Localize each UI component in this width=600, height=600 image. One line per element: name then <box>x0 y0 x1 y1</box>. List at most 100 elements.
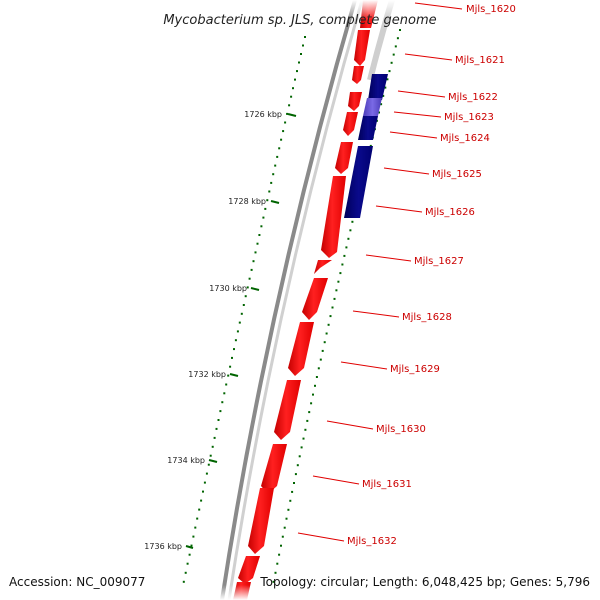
gene-feature[interactable] <box>344 146 373 218</box>
gene-label[interactable]: Mjls_1631 <box>362 479 412 490</box>
tick-dot <box>300 446 303 449</box>
tick-dot <box>349 229 352 232</box>
tick-dot <box>240 312 243 315</box>
tick-dot <box>284 121 287 124</box>
gene-feature[interactable] <box>274 380 301 440</box>
tick-dot <box>184 571 187 574</box>
gene-callout-line <box>326 420 374 430</box>
tick-dot <box>276 155 279 158</box>
gene-feature[interactable] <box>358 116 378 140</box>
kbp-label: 1726 kbp <box>244 110 282 119</box>
gene-label[interactable]: Mjls_1627 <box>414 256 464 267</box>
gene-feature[interactable] <box>248 488 274 554</box>
tick-dot <box>293 482 295 484</box>
tick-dot <box>272 580 275 583</box>
tick-dot <box>286 112 289 115</box>
forward-strand-genes <box>233 0 378 600</box>
gene-label[interactable]: Mjls_1621 <box>455 55 505 66</box>
tick-dot <box>227 374 230 377</box>
gene-feature[interactable] <box>321 176 346 258</box>
tick-dot <box>329 315 332 318</box>
kbp-label: 1734 kbp <box>167 456 205 465</box>
gene-feature[interactable] <box>368 74 388 100</box>
gene-callout-line <box>393 111 442 118</box>
inner-tick-dots <box>272 29 401 583</box>
tick-dot <box>281 535 284 538</box>
tick-dot <box>182 580 185 583</box>
tick-dot <box>198 508 201 511</box>
tick-dot <box>285 517 288 520</box>
tick-dot <box>317 367 320 370</box>
gene-labels: Mjls_1620 Mjls_1621 Mjls_1622 Mjls_1623 Mjls… <box>347 4 516 547</box>
gene-feature[interactable] <box>261 444 287 494</box>
gene-feature[interactable] <box>335 142 353 174</box>
tick-dot <box>339 272 342 275</box>
gene-feature[interactable] <box>354 30 370 66</box>
gene-label[interactable]: Mjls_1620 <box>466 4 516 15</box>
tick-dot <box>250 268 253 271</box>
tick-dot <box>292 87 294 90</box>
gene-callout-line <box>414 2 463 10</box>
gene-feature[interactable] <box>348 92 362 111</box>
tick-dot <box>236 330 239 333</box>
tick-dot <box>396 37 399 40</box>
tick-dot <box>274 571 277 574</box>
gene-callout-line <box>297 532 345 542</box>
gene-label[interactable]: Mjls_1628 <box>402 312 452 323</box>
tick-dot <box>302 437 305 440</box>
gene-feature[interactable] <box>352 66 364 84</box>
kbp-major-tick <box>208 459 218 463</box>
tick-dot <box>296 464 299 467</box>
gene-callout-line <box>312 475 360 485</box>
tick-dot <box>217 419 220 421</box>
tick-dot <box>294 473 297 476</box>
tick-dot <box>246 286 249 289</box>
tick-dot <box>341 263 344 266</box>
tick-dot <box>192 535 195 538</box>
gene-label[interactable]: Mjls_1625 <box>432 169 482 180</box>
gene-label[interactable]: Mjls_1624 <box>440 133 490 144</box>
gene-label[interactable]: Mjls_1630 <box>376 424 426 435</box>
tick-dot <box>384 86 387 89</box>
tick-dot <box>289 499 292 502</box>
gene-feature[interactable] <box>314 260 332 274</box>
gene-label[interactable]: Mjls_1623 <box>444 112 494 123</box>
tick-dot <box>291 490 294 493</box>
gene-label[interactable]: Mjls_1622 <box>448 92 498 103</box>
tick-dot <box>382 94 385 97</box>
tick-dot <box>219 410 222 413</box>
tick-dot <box>276 562 279 565</box>
gene-callout-line <box>389 131 438 139</box>
gene-feature[interactable] <box>238 556 260 584</box>
tick-dot <box>378 111 380 114</box>
kbp-label: 1736 kbp <box>144 542 182 551</box>
tick-dot <box>290 95 293 98</box>
kbp-major-tick <box>287 113 297 117</box>
top-fade <box>300 0 420 20</box>
gene-feature[interactable] <box>288 322 314 376</box>
tick-dot <box>304 36 306 38</box>
tick-dot <box>388 70 391 73</box>
tick-dot <box>264 207 267 210</box>
tick-dot <box>306 419 309 422</box>
gene-feature[interactable] <box>363 98 382 116</box>
gene-feature[interactable] <box>343 112 358 136</box>
tick-dot <box>203 481 206 484</box>
tick-dot <box>278 147 281 150</box>
tick-dot <box>315 376 318 378</box>
gene-label[interactable]: Mjls_1626 <box>425 207 475 218</box>
tick-dot <box>394 45 397 48</box>
tick-dot <box>205 472 208 475</box>
tick-dot <box>343 254 346 257</box>
tick-dot <box>337 280 340 283</box>
gene-feature[interactable] <box>302 278 328 320</box>
gene-callout-line <box>365 254 412 262</box>
tick-dot <box>215 427 218 430</box>
gene-callout-line <box>375 205 423 213</box>
gene-label[interactable]: Mjls_1632 <box>347 536 397 547</box>
tick-dot <box>323 341 326 344</box>
tick-dot <box>380 103 383 106</box>
gene-label[interactable]: Mjls_1629 <box>390 364 440 375</box>
tick-dot <box>248 277 251 280</box>
tick-dot <box>347 237 350 240</box>
